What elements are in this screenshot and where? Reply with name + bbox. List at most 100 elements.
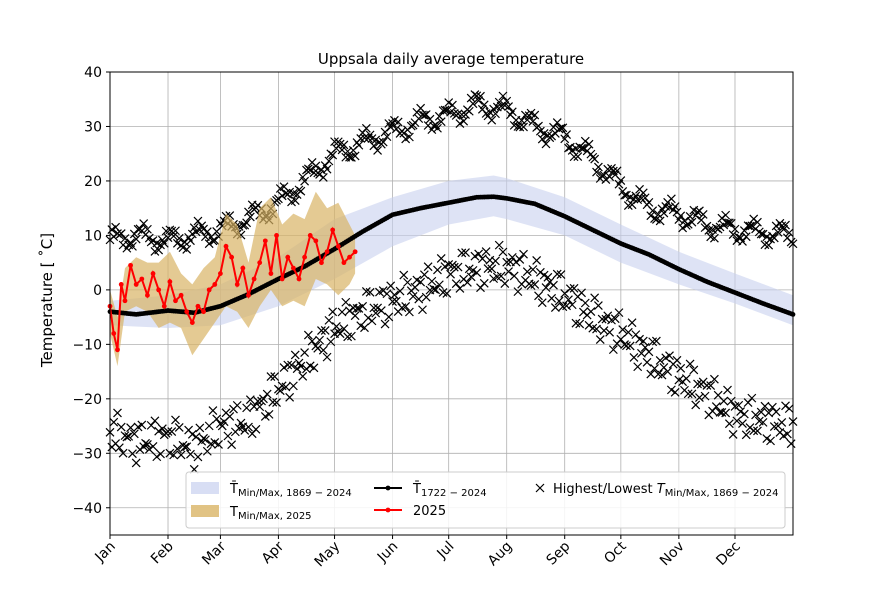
record-low-marker	[352, 303, 362, 313]
record-low-marker	[610, 314, 620, 324]
line-2025-point	[223, 243, 229, 249]
record-high-marker	[472, 91, 482, 101]
record-high-marker	[730, 224, 740, 234]
record-high-marker	[290, 196, 300, 206]
record-high-marker	[616, 176, 626, 185]
record-high-marker	[709, 233, 719, 243]
record-low-marker	[741, 430, 751, 440]
x-tick-label: Jan	[92, 539, 119, 566]
record-high-marker	[159, 238, 169, 248]
record-low-marker	[182, 442, 192, 452]
record-low-marker	[313, 343, 323, 353]
record-high-marker	[726, 218, 736, 228]
record-low-marker	[288, 381, 298, 391]
record-high-marker	[180, 237, 190, 247]
x-tick-label: Jun	[374, 539, 401, 566]
record-low-marker	[781, 401, 790, 411]
record-low-marker	[638, 336, 648, 346]
record-low-marker	[749, 426, 759, 436]
record-low-marker	[414, 294, 424, 304]
record-high-marker	[328, 150, 338, 160]
record-low-marker	[204, 421, 214, 431]
record-low-marker	[174, 423, 184, 432]
record-low-marker	[296, 361, 306, 371]
record-low-marker	[225, 412, 235, 421]
record-high-marker	[753, 217, 762, 227]
record-low-marker	[592, 324, 601, 334]
record-low-marker	[208, 406, 218, 416]
record-low-marker	[449, 262, 459, 272]
plot-area	[105, 90, 798, 474]
line-2025-point	[234, 282, 240, 287]
record-low-marker	[326, 337, 336, 347]
record-low-marker	[547, 293, 557, 303]
record-high-marker	[781, 220, 790, 230]
record-low-marker	[676, 363, 686, 373]
record-high-marker	[590, 154, 600, 164]
record-low-marker	[404, 307, 414, 317]
record-high-marker	[670, 202, 680, 212]
record-low-marker	[738, 419, 747, 428]
record-low-marker	[390, 290, 399, 300]
record-low-marker	[670, 387, 680, 397]
record-low-marker	[317, 326, 326, 335]
line-2025-markers	[107, 227, 358, 353]
record-high-marker	[637, 193, 646, 203]
record-high-marker	[519, 122, 528, 132]
line-2025-point	[290, 265, 296, 271]
record-low-marker	[577, 288, 586, 298]
record-high-marker	[479, 100, 489, 110]
record-high-marker	[305, 165, 315, 175]
record-low-marker	[245, 395, 255, 405]
record-low-marker	[665, 351, 674, 361]
record-low-marker	[709, 374, 719, 384]
record-low-marker	[212, 414, 222, 424]
record-low-marker	[569, 283, 579, 293]
record-high-marker	[139, 219, 149, 229]
record-low-marker	[298, 371, 308, 381]
record-low-marker	[451, 279, 461, 289]
record-low-marker	[268, 397, 278, 407]
record-low-marker	[642, 357, 652, 367]
line-2025-point	[257, 260, 263, 266]
line-2025-point	[167, 279, 173, 285]
record-low-marker	[466, 272, 476, 282]
record-low-marker	[384, 312, 394, 322]
line-2025-point	[161, 303, 167, 309]
record-low-marker	[767, 402, 777, 412]
record-low-marker	[590, 293, 600, 303]
record-low-marker	[350, 311, 360, 321]
record-low-marker	[496, 271, 506, 281]
record-high-marker	[653, 209, 663, 219]
record-low-marker	[622, 341, 631, 351]
record-low-marker	[751, 410, 760, 420]
record-low-marker	[320, 326, 330, 335]
record-low-marker	[419, 270, 429, 280]
record-low-marker	[605, 327, 615, 337]
record-low-marker	[648, 337, 658, 347]
record-high-marker	[339, 140, 349, 150]
record-low-marker	[646, 369, 656, 379]
record-high-marker	[169, 231, 179, 241]
x-tick-label: Nov	[657, 539, 688, 570]
record-high-marker	[131, 234, 141, 244]
record-low-marker	[137, 420, 147, 430]
record-high-marker	[502, 96, 512, 106]
record-low-marker	[431, 285, 441, 295]
record-low-marker	[434, 280, 444, 290]
record-low-marker	[281, 382, 291, 392]
record-low-marker	[657, 370, 667, 380]
record-low-marker	[753, 426, 762, 436]
record-high-marker	[167, 226, 177, 236]
record-high-marker	[238, 220, 248, 230]
line-2025-point	[139, 276, 145, 282]
record-low-marker	[186, 449, 195, 459]
record-low-marker	[728, 429, 738, 439]
record-low-marker	[408, 291, 418, 301]
record-high-marker	[453, 109, 463, 119]
record-markers	[105, 90, 798, 474]
y-tick-label: −30	[72, 446, 102, 462]
record-low-marker	[395, 286, 405, 296]
record-low-marker	[195, 423, 205, 433]
record-low-marker	[683, 389, 693, 399]
